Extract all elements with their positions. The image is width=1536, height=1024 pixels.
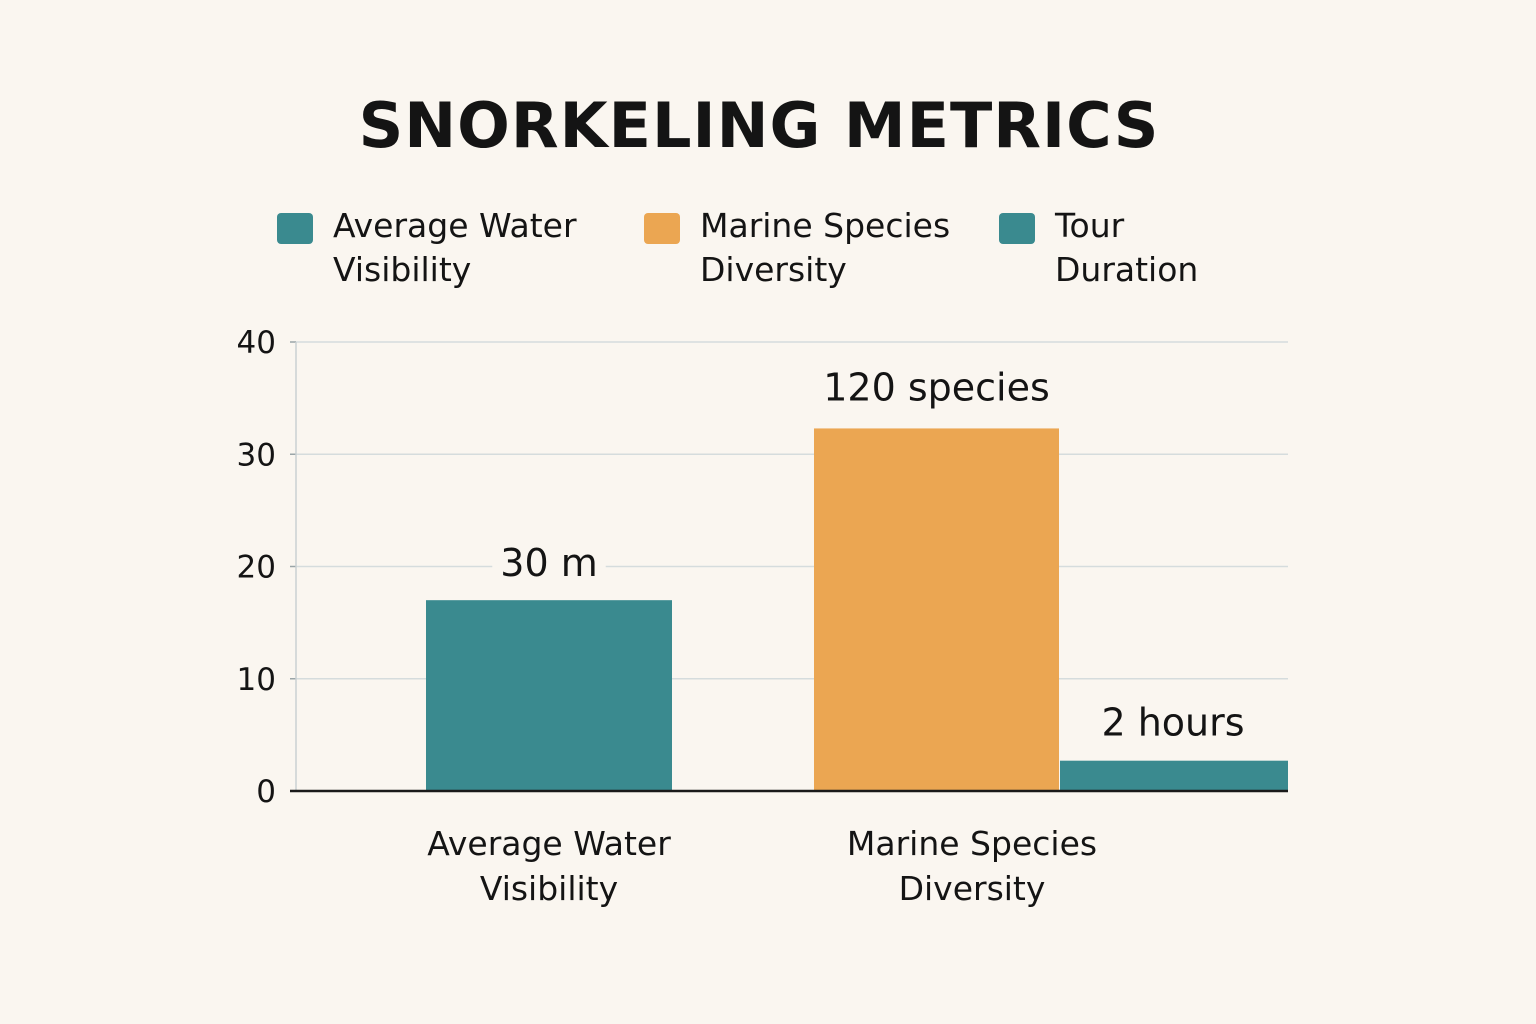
bar-tour-duration (1060, 760, 1288, 791)
y-tick-label: 20 (237, 550, 276, 586)
data-label-backdrop (815, 365, 1058, 410)
legend-swatch-icon (277, 213, 313, 244)
y-tick-label: 0 (256, 774, 276, 810)
legend-label: Tour Duration (1055, 206, 1199, 289)
data-label: 2 hours (1101, 701, 1244, 745)
data-label-backdrop (1093, 700, 1253, 745)
data-label: 120 species (823, 365, 1050, 409)
y-tick-label: 30 (237, 437, 276, 473)
legend-swatch-icon (644, 213, 680, 244)
y-tick-label: 40 (237, 325, 276, 361)
y-tick-label: 10 (237, 662, 276, 698)
chart-title: SNORKELING METRICS (358, 89, 1160, 162)
x-category-label-species-diversity: Marine Species Diversity (846, 824, 1098, 908)
data-label: 30 m (500, 541, 597, 585)
x-category-label-water-visibility: Average Water Visibility (427, 824, 671, 908)
bar-marine-species-diversity (814, 428, 1059, 791)
data-label-backdrop (492, 541, 606, 586)
legend-label: Average Water Visibility (333, 206, 577, 289)
legend-swatch-icon (999, 213, 1035, 244)
bar-average-water-visibility (426, 600, 672, 791)
legend-label: Marine Species Diversity (700, 206, 951, 289)
